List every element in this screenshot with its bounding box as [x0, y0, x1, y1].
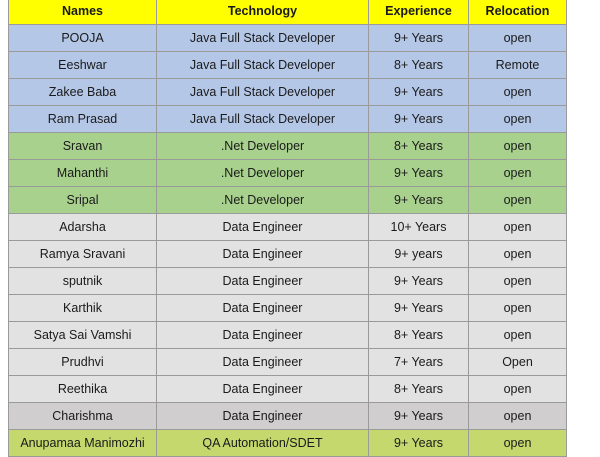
cell-relocation: open: [468, 213, 567, 241]
cell-experience: 9+ years: [368, 240, 469, 268]
table-body: POOJA Java Full Stack Developer 9+ Years op…: [8, 24, 567, 457]
cell-experience: 9+ Years: [368, 186, 469, 214]
cell-relocation: open: [468, 105, 567, 133]
header-relocation: Relocation: [468, 0, 567, 25]
cell-relocation: open: [468, 294, 567, 322]
cell-experience: 8+ Years: [368, 321, 469, 349]
table-row: Satya Sai Vamshi Data Engineer 8+ Years ope…: [8, 321, 567, 349]
cell-experience: 9+ Years: [368, 402, 469, 430]
cell-name: Prudhvi: [8, 348, 157, 376]
header-experience: Experience: [368, 0, 469, 25]
cell-technology: Java Full Stack Developer: [156, 24, 369, 52]
header-technology: Technology: [156, 0, 369, 25]
cell-name: Zakee Baba: [8, 78, 157, 106]
cell-name: Ramya Sravani: [8, 240, 157, 268]
cell-relocation: open: [468, 402, 567, 430]
cell-relocation: open: [468, 267, 567, 295]
cell-experience: 9+ Years: [368, 24, 469, 52]
cell-name: Sripal: [8, 186, 157, 214]
table-row: Prudhvi Data Engineer 7+ Years Open: [8, 348, 567, 376]
table-row: Sravan .Net Developer 8+ Years open: [8, 132, 567, 160]
cell-experience: 9+ Years: [368, 159, 469, 187]
cell-technology: Data Engineer: [156, 348, 369, 376]
table-row: Sripal .Net Developer 9+ Years open: [8, 186, 567, 214]
table-row: Charishma Data Engineer 9+ Years open: [8, 402, 567, 430]
cell-technology: Java Full Stack Developer: [156, 105, 369, 133]
cell-technology: .Net Developer: [156, 159, 369, 187]
cell-relocation: Remote: [468, 51, 567, 79]
header-row: Names Technology Experience Relocation: [8, 0, 567, 25]
cell-relocation: open: [468, 240, 567, 268]
table-row: Karthik Data Engineer 9+ Years open: [8, 294, 567, 322]
cell-experience: 9+ Years: [368, 294, 469, 322]
cell-name: Karthik: [8, 294, 157, 322]
cell-technology: Java Full Stack Developer: [156, 51, 369, 79]
cell-technology: .Net Developer: [156, 132, 369, 160]
cell-relocation: open: [468, 78, 567, 106]
cell-relocation: open: [468, 375, 567, 403]
cell-relocation: open: [468, 321, 567, 349]
cell-experience: 9+ Years: [368, 429, 469, 457]
cell-name: Eeshwar: [8, 51, 157, 79]
cell-experience: 8+ Years: [368, 132, 469, 160]
cell-relocation: Open: [468, 348, 567, 376]
table-row: POOJA Java Full Stack Developer 9+ Years op…: [8, 24, 567, 52]
cell-technology: Data Engineer: [156, 375, 369, 403]
cell-name: Mahanthi: [8, 159, 157, 187]
candidates-table: Names Technology Experience Relocation P…: [8, 0, 567, 457]
cell-relocation: open: [468, 429, 567, 457]
cell-technology: QA Automation/SDET: [156, 429, 369, 457]
cell-experience: 8+ Years: [368, 51, 469, 79]
cell-experience: 7+ Years: [368, 348, 469, 376]
cell-experience: 8+ Years: [368, 375, 469, 403]
cell-experience: 9+ Years: [368, 267, 469, 295]
cell-relocation: open: [468, 24, 567, 52]
cell-name: Anupamaa Manimozhi: [8, 429, 157, 457]
cell-technology: Data Engineer: [156, 294, 369, 322]
table-row: sputnik Data Engineer 9+ Years open: [8, 267, 567, 295]
table-row: Reethika Data Engineer 8+ Years open: [8, 375, 567, 403]
table-row: Ram Prasad Java Full Stack Developer 9+ Ye…: [8, 105, 567, 133]
table-row: Anupamaa Manimozhi QA Automation/SDET 9+ Y…: [8, 429, 567, 457]
cell-relocation: open: [468, 186, 567, 214]
table-row: Zakee Baba Java Full Stack Developer 9+ Ye…: [8, 78, 567, 106]
cell-technology: Java Full Stack Developer: [156, 78, 369, 106]
cell-name: sputnik: [8, 267, 157, 295]
cell-name: Sravan: [8, 132, 157, 160]
cell-technology: .Net Developer: [156, 186, 369, 214]
cell-relocation: open: [468, 159, 567, 187]
cell-technology: Data Engineer: [156, 402, 369, 430]
cell-technology: Data Engineer: [156, 240, 369, 268]
cell-name: Charishma: [8, 402, 157, 430]
table-row: Adarsha Data Engineer 10+ Years open: [8, 213, 567, 241]
cell-technology: Data Engineer: [156, 321, 369, 349]
cell-name: Ram Prasad: [8, 105, 157, 133]
cell-name: Reethika: [8, 375, 157, 403]
table-row: Eeshwar Java Full Stack Developer 8+ Years…: [8, 51, 567, 79]
cell-experience: 9+ Years: [368, 78, 469, 106]
cell-technology: Data Engineer: [156, 267, 369, 295]
cell-name: Adarsha: [8, 213, 157, 241]
cell-name: POOJA: [8, 24, 157, 52]
cell-experience: 9+ Years: [368, 105, 469, 133]
cell-technology: Data Engineer: [156, 213, 369, 241]
table-row: Mahanthi .Net Developer 9+ Years open: [8, 159, 567, 187]
cell-relocation: open: [468, 132, 567, 160]
cell-name: Satya Sai Vamshi: [8, 321, 157, 349]
table-row: Ramya Sravani Data Engineer 9+ years open: [8, 240, 567, 268]
header-names: Names: [8, 0, 157, 25]
cell-experience: 10+ Years: [368, 213, 469, 241]
